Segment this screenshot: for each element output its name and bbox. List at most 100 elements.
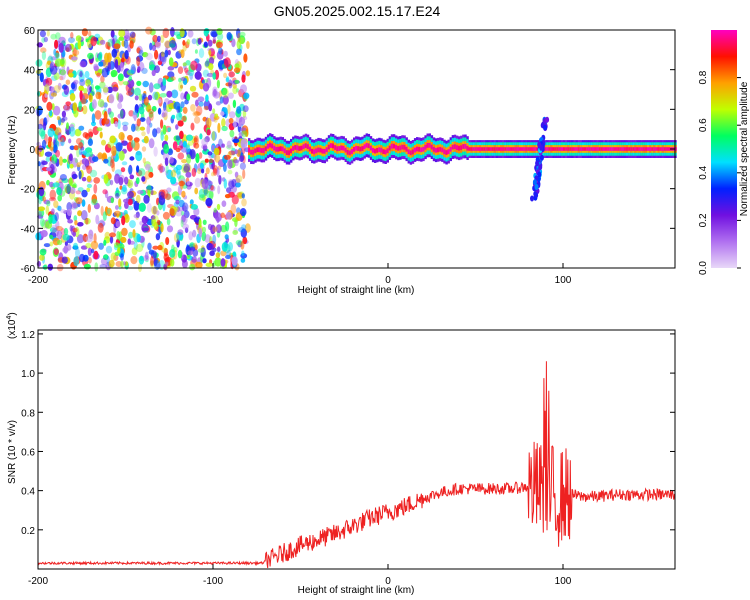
spectrogram-cell — [68, 37, 75, 43]
spectrogram-cell — [98, 61, 104, 67]
spectrogram-cell — [138, 93, 143, 101]
spectrogram-cell — [141, 146, 147, 152]
spectrogram-cell — [105, 65, 110, 73]
spectrogram-cell — [202, 258, 207, 264]
spectrogram-cell — [118, 132, 125, 141]
spectrogram-cell — [232, 86, 238, 95]
spectrogram-cell — [558, 147, 562, 151]
spectrogram-cell — [86, 183, 92, 189]
spectrogram-cell — [149, 111, 154, 121]
spectrogram-cell — [39, 254, 45, 261]
spectrogram-cell — [94, 262, 99, 272]
spectrogram-cell — [150, 256, 154, 266]
spectrogram-cell — [74, 128, 82, 137]
spectrogram-cell — [190, 122, 195, 131]
spectrogram-cell — [93, 177, 101, 184]
spectrogram-cell — [598, 147, 602, 151]
spectrogram-cell — [167, 49, 171, 56]
spectrogram-cell — [81, 177, 87, 182]
spectrogram-cell — [285, 150, 289, 155]
spectrogram-cell — [114, 59, 119, 69]
spectrogram-cell — [240, 37, 245, 45]
spectrogram-cell — [160, 119, 164, 129]
spectrogram-cell — [152, 215, 159, 223]
spectrogram-cell — [46, 30, 50, 37]
spectrogram-cell — [197, 248, 205, 253]
spectrogram-cell — [44, 93, 48, 98]
spectrogram-cell — [79, 60, 87, 68]
spectrogram-cell — [164, 170, 169, 176]
spectrogram-cell — [145, 52, 153, 61]
spectrogram-cell — [46, 167, 52, 172]
spectrogram-cell — [167, 71, 175, 79]
spectrogram-cell — [150, 215, 156, 220]
spectrogram-cell — [170, 27, 175, 37]
spectrogram-cell — [55, 32, 61, 40]
spectrogram-cell — [292, 146, 295, 151]
spectrogram-cell — [49, 234, 54, 240]
spectrogram-cell — [143, 194, 150, 204]
spectrogram-cell — [534, 184, 539, 190]
spectrogram-cell — [49, 109, 53, 117]
spectrogram-cell — [233, 120, 237, 129]
spectrogram-cell — [186, 181, 191, 186]
spectrogram-cell — [154, 91, 161, 101]
spectrogram-cell — [56, 116, 61, 121]
spectrogram-cell — [464, 144, 467, 149]
spectrogram-cell — [194, 71, 202, 80]
spectrogram-cell — [213, 207, 217, 213]
spectrogram-cell — [123, 39, 129, 49]
spectrogram-cell — [175, 199, 180, 205]
spectrogram-cell — [136, 118, 141, 127]
spectrogram-cell — [199, 162, 204, 169]
spectrogram-cell — [187, 69, 195, 77]
spectrogram-cell — [88, 30, 92, 37]
spectrogram-cell — [151, 105, 157, 112]
spectrogram-cell — [229, 130, 235, 138]
spectrogram-cell — [184, 99, 189, 105]
spectrogram-cell — [348, 150, 352, 156]
spectrogram-cell — [72, 102, 78, 112]
spectrogram-cell — [141, 131, 146, 137]
spectrogram-cell — [78, 85, 84, 92]
spectrogram-cell — [91, 121, 96, 127]
spectrogram-cell — [554, 147, 557, 151]
spectrogram-cell — [211, 131, 217, 141]
spectrogram-cell — [93, 250, 99, 260]
spectrogram-cell — [380, 147, 383, 153]
spectrogram-cell — [266, 143, 270, 149]
spectrogram-cell — [98, 242, 104, 250]
spectrogram-cell — [138, 106, 145, 115]
spectrogram-cell — [138, 202, 146, 212]
spectrogram-cell — [317, 147, 320, 153]
spectrogram-cell — [103, 110, 108, 121]
spectrogram-cell — [194, 187, 199, 195]
spectrogram-cell — [68, 72, 74, 78]
spectrogram-cell — [72, 231, 76, 237]
spectrogram-cell — [416, 146, 419, 152]
spectrogram-cell — [212, 234, 217, 245]
spectrogram-cell — [207, 151, 213, 156]
spectrogram-cell — [76, 162, 81, 168]
spectrogram-cell — [59, 75, 64, 81]
spectrogram-cell — [97, 222, 104, 233]
spectrogram-cell — [163, 101, 167, 111]
spectrogram-cell — [227, 169, 233, 175]
spectrogram-cell — [131, 140, 136, 149]
spectrogram-cell — [155, 233, 161, 241]
spectrogram-cell — [49, 163, 55, 175]
spectrogram-cell — [48, 213, 53, 225]
spectrogram-cell — [85, 217, 89, 225]
spectrogram-cell — [500, 147, 503, 151]
spectrogram-cell — [240, 138, 248, 149]
snr-frame — [37, 329, 676, 570]
spectrogram-cell — [399, 145, 402, 151]
spectrogram-cell — [96, 127, 103, 132]
spectrogram-cell — [189, 85, 197, 92]
spectrogram-cell — [489, 147, 492, 151]
spectrogram-cell — [79, 79, 86, 87]
spectrogram-cell — [138, 255, 145, 265]
spectrogram-cell — [102, 87, 109, 93]
spectrogram-cell — [79, 253, 85, 263]
spectrogram-cell — [223, 72, 228, 79]
